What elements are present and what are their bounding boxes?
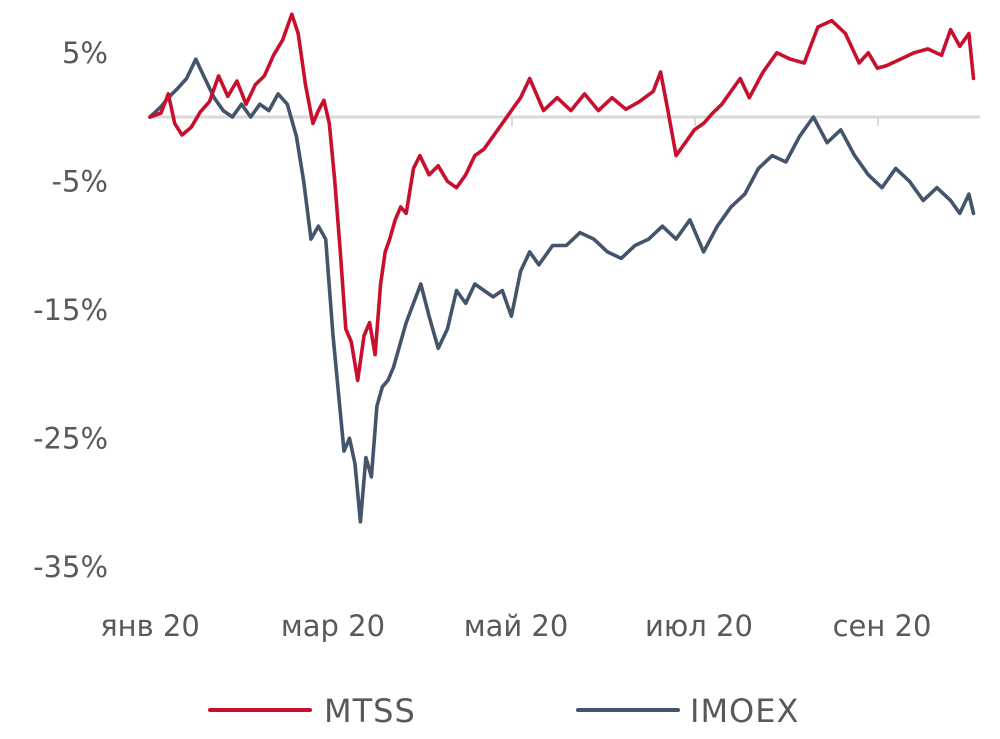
y-tick-label: -25% [33, 421, 108, 455]
x-axis-ticks: янв 20 мар 20 май 20 июл 20 сен 20 [100, 609, 931, 643]
y-tick-label: -15% [33, 293, 108, 327]
legend-label-imoex: IMOEX [690, 692, 799, 730]
y-axis-ticks: 5% -5% -15% -25% -35% [33, 36, 108, 584]
y-tick-label: -35% [33, 550, 108, 584]
x-tick-label: сен 20 [833, 609, 932, 643]
x-tick-label: мар 20 [281, 609, 385, 643]
x-tick-label: июл 20 [645, 609, 753, 643]
series-line-mtss [148, 12, 976, 383]
series-line-imoex [148, 57, 976, 524]
x-tick-label: янв 20 [100, 609, 200, 643]
y-tick-label: 5% [62, 36, 108, 70]
x-tick-label: май 20 [464, 609, 569, 643]
legend: MTSS IMOEX [208, 692, 799, 730]
y-tick-label: -5% [52, 164, 108, 198]
legend-label-mtss: MTSS [324, 692, 416, 730]
series-layer [148, 12, 976, 524]
